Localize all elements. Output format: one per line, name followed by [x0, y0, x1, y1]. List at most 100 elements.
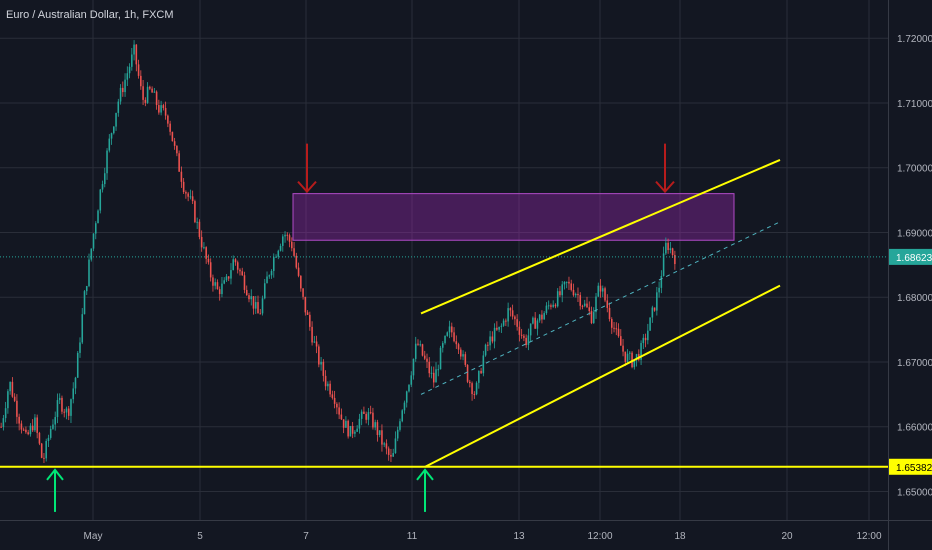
candle-body: [216, 282, 219, 290]
candle-body: [85, 286, 88, 292]
candle-body: [331, 394, 334, 398]
chart-title: Euro / Australian Dollar, 1h, FXCM: [6, 9, 174, 21]
candle-body: [182, 181, 185, 193]
candle-body: [34, 417, 36, 431]
candle-body: [403, 402, 406, 411]
candle-body: [293, 248, 295, 256]
candle-body: [444, 335, 446, 344]
candle-body: [511, 310, 514, 317]
candle-body: [347, 420, 349, 437]
candle-body: [372, 412, 374, 428]
candle-body: [252, 296, 255, 309]
candle-body: [538, 314, 541, 321]
candle-body: [351, 425, 354, 434]
candle-body: [49, 428, 52, 438]
time-tick-label: 18: [674, 531, 686, 542]
candle-body: [629, 352, 631, 354]
candle-body: [203, 247, 205, 249]
candle-body: [209, 262, 212, 278]
candle-body: [608, 307, 611, 320]
candle-body: [200, 236, 203, 248]
candle-body: [498, 326, 500, 330]
candle-body: [144, 99, 147, 103]
candle-body: [108, 138, 111, 151]
price-tick-label: 1.65000: [897, 488, 932, 499]
candle-body: [615, 328, 618, 330]
candle-body: [13, 396, 16, 401]
candle-body: [162, 105, 165, 109]
candle-body: [437, 369, 440, 371]
candle-body: [103, 173, 106, 185]
candle-body: [396, 429, 399, 439]
candle-body: [40, 443, 43, 458]
candle-body: [658, 287, 660, 293]
time-tick-label: May: [84, 531, 103, 542]
candle-body: [20, 423, 23, 430]
candle-body: [43, 457, 45, 459]
candle-body: [36, 417, 38, 433]
candle-body: [414, 343, 417, 359]
candle-body: [383, 443, 385, 445]
time-tick-label: 5: [197, 531, 203, 542]
candle-body: [142, 86, 144, 100]
candle-body: [268, 275, 271, 277]
candle-body: [277, 250, 280, 257]
candle-body: [309, 314, 311, 327]
candle-body: [155, 91, 158, 106]
candle-body: [417, 343, 419, 345]
candle-body: [115, 112, 117, 127]
candle-body: [667, 242, 669, 251]
candle-body: [622, 345, 624, 352]
candle-body: [122, 87, 124, 93]
candle-body: [119, 87, 122, 102]
candle-body: [392, 453, 394, 457]
annotation-arrows: [46, 143, 675, 512]
candle-body: [435, 369, 437, 383]
candle-body: [588, 307, 591, 312]
candle-body: [642, 337, 645, 344]
candle-body: [311, 326, 313, 343]
candle-body: [462, 354, 464, 357]
candle-body: [241, 271, 244, 276]
candle-body: [367, 412, 370, 420]
candle-body: [509, 308, 512, 311]
candle-body: [421, 344, 424, 356]
candle-body: [604, 288, 606, 301]
candle-body: [448, 326, 451, 333]
candle-body: [579, 295, 582, 306]
price-tick-label: 1.66000: [897, 423, 932, 434]
candle-body: [88, 259, 90, 287]
candle-body: [140, 75, 142, 87]
candle-body: [173, 141, 176, 146]
candle-body: [536, 320, 539, 329]
candle-body: [9, 381, 11, 392]
time-tick-label: 12:00: [587, 531, 612, 542]
candle-body: [243, 275, 246, 290]
price-axis[interactable]: 1.72000 1.71000 1.70000 1.69000 1.68000 1.670…: [888, 0, 932, 550]
arrow-down-head: [655, 180, 675, 194]
candle-body: [171, 131, 174, 142]
candle-body: [523, 335, 525, 338]
candle-body: [270, 270, 273, 276]
candle-body: [302, 288, 304, 297]
candle-body: [426, 358, 428, 362]
candle-body: [633, 360, 636, 368]
candle-body: [110, 133, 113, 139]
candle-body: [18, 416, 20, 424]
candle-body: [306, 312, 309, 315]
grid-lines: [0, 0, 888, 520]
candle-body: [72, 388, 75, 400]
candle-body: [185, 192, 187, 194]
candle-body: [480, 370, 482, 374]
candle-body: [520, 334, 523, 336]
candle-body: [0, 426, 2, 428]
candle-body: [482, 355, 485, 374]
candle-body: [412, 358, 415, 376]
time-axis[interactable]: May 5 7 11 13 12:00 18 20 12:00: [0, 520, 932, 543]
support-price-badge: [889, 458, 932, 475]
candle-body: [153, 91, 156, 93]
candle-body: [529, 323, 532, 336]
candle-body: [405, 391, 408, 403]
candle-body: [225, 276, 228, 281]
